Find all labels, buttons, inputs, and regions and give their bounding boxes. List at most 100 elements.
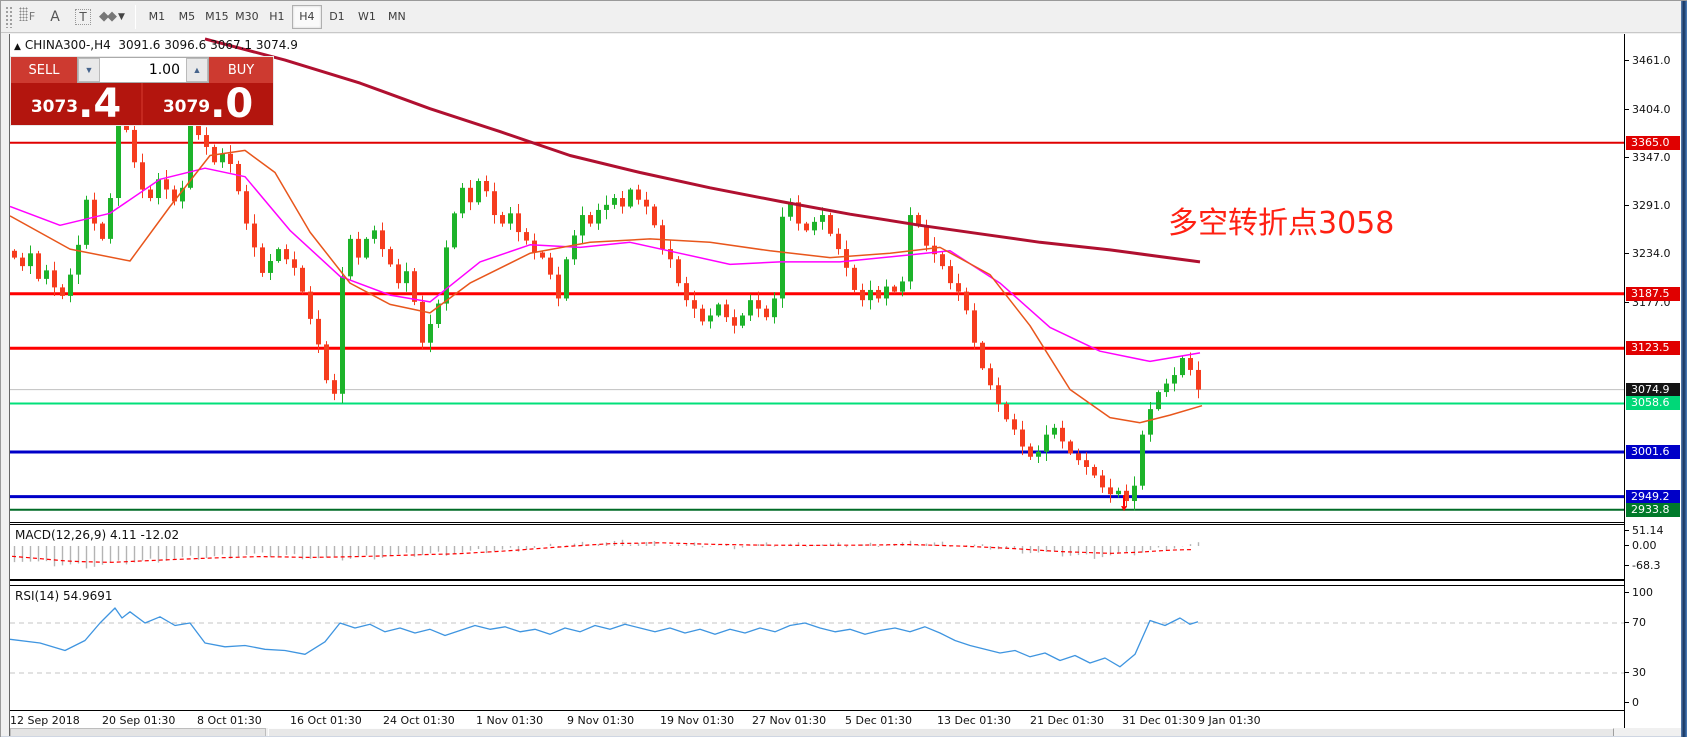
candle-body — [628, 189, 633, 207]
candle-body — [156, 179, 161, 199]
candle-body — [172, 189, 177, 202]
candle-body — [92, 199, 97, 224]
candle-body — [732, 317, 737, 326]
rsi-tick-30: 30 — [1625, 666, 1646, 679]
price-axis[interactable]: 3461.0 3404.0 3347.0 3291.0 3234.0 3177.0 3365… — [1624, 34, 1682, 728]
candle-body — [220, 153, 225, 163]
candle-body — [692, 300, 697, 309]
candle-body — [676, 259, 681, 284]
date-label: 5 Dec 01:30 — [845, 714, 912, 727]
macd-signal-line — [11, 542, 1193, 563]
timeframe-button-m30[interactable]: M30 — [235, 10, 259, 23]
candle-body — [772, 298, 777, 318]
price-badge-3058.6: 3058.6 — [1626, 396, 1680, 411]
candle-body — [1140, 434, 1145, 486]
buy-price-display[interactable]: 3079 .0 — [143, 83, 273, 125]
scrollbar-thumb[interactable] — [268, 728, 1614, 737]
objects-button[interactable]: ◆◆ ▼ — [98, 5, 126, 29]
chart-header: ▲ CHINA300-,H4 3091.6 3096.6 3067.1 3074.… — [14, 38, 298, 52]
candle-body — [324, 344, 329, 381]
date-label: 16 Oct 01:30 — [290, 714, 362, 727]
price-badge-3365.0: 3365.0 — [1626, 135, 1680, 150]
timeframe-button-m1[interactable]: M1 — [148, 10, 166, 23]
candle-body — [492, 191, 497, 216]
candle-body — [244, 191, 249, 224]
candle-body — [116, 106, 121, 199]
candle-body — [556, 274, 561, 299]
follow-grid-icon: F — [18, 7, 35, 23]
timeframe-button-h1[interactable]: H1 — [269, 10, 285, 23]
candle-body — [972, 310, 977, 343]
rsi-tick-0: 0 — [1625, 696, 1639, 709]
rsi-indicator-panel[interactable] — [10, 586, 1624, 710]
candle-body — [468, 187, 473, 203]
macd-indicator-panel[interactable] — [10, 525, 1624, 579]
candle-body — [52, 270, 57, 288]
timeframe-button-w1[interactable]: W1 — [357, 10, 376, 23]
candle-body — [412, 271, 417, 302]
volume-increase-button[interactable]: ▲ — [186, 58, 208, 82]
candle-body — [1036, 451, 1041, 457]
candle-body — [372, 230, 377, 239]
candle-body — [452, 213, 457, 248]
candle-body — [1172, 375, 1177, 384]
collapse-arrow-icon[interactable]: ▲ — [14, 42, 21, 52]
buy-price-frac: .0 — [210, 81, 254, 127]
timeframe-button-m15[interactable]: M15 — [205, 10, 229, 23]
toolbar-grip[interactable] — [5, 5, 13, 28]
panel-splitter[interactable] — [10, 522, 1682, 525]
ma-slow-crimson — [204, 37, 1201, 264]
candle-body — [204, 135, 209, 147]
sell-price-frac: .4 — [78, 81, 122, 127]
candle-body — [1132, 485, 1137, 502]
text-box-button[interactable]: T — [70, 5, 96, 29]
follow-grid-button[interactable]: F — [14, 5, 40, 29]
main-price-chart[interactable] — [10, 34, 1624, 522]
candle-body — [660, 225, 665, 250]
candle-body — [260, 247, 265, 273]
time-axis[interactable]: 12 Sep 2018 20 Sep 01:30 8 Oct 01:30 16 Oct… — [10, 710, 1682, 728]
price-badge-3074.9: 3074.9 — [1626, 382, 1680, 397]
panel-splitter[interactable] — [10, 579, 1682, 586]
rsi-label: RSI(14) 54.9691 — [15, 589, 113, 603]
candle-body — [396, 264, 401, 284]
date-label: 9 Jan 01:30 — [1198, 714, 1261, 727]
candle-body — [764, 308, 769, 318]
buy-button[interactable]: BUY — [209, 57, 273, 83]
candle-body — [916, 215, 921, 226]
date-label: 21 Dec 01:30 — [1030, 714, 1104, 727]
timeframe-button-mn[interactable]: MN — [388, 10, 406, 23]
text-label-button[interactable]: A — [42, 5, 68, 29]
sell-button[interactable]: SELL — [11, 57, 77, 83]
volume-decrease-button[interactable]: ▼ — [78, 58, 100, 82]
candle-body — [532, 240, 537, 253]
candle-body — [580, 215, 585, 236]
candle-body — [1052, 427, 1057, 435]
timeframe-button-h4[interactable]: H4 — [291, 4, 322, 29]
candle-body — [820, 215, 825, 222]
one-click-trading-panel: SELL ▼ ▲ BUY 3073 .4 3079 .0 — [10, 56, 274, 126]
timeframe-group: M1 M5 M15 M30 H1 H4 D1 W1 MN — [142, 4, 412, 29]
sell-price-display[interactable]: 3073 .4 — [11, 83, 141, 125]
candle-body — [340, 276, 345, 394]
candle-body — [516, 213, 521, 233]
candle-body — [548, 257, 553, 275]
candle-body — [500, 215, 505, 224]
price-badge-3187.5: 3187.5 — [1626, 286, 1680, 301]
date-label: 12 Sep 2018 — [10, 714, 80, 727]
volume-input[interactable] — [100, 58, 186, 82]
date-label: 27 Nov 01:30 — [752, 714, 827, 727]
candle-body — [1068, 441, 1073, 454]
candle-body — [1084, 460, 1089, 467]
timeframe-button-d1[interactable]: D1 — [329, 10, 345, 23]
timeframe-button-m5[interactable]: M5 — [178, 10, 196, 23]
candle-body — [684, 283, 689, 301]
candle-body — [884, 286, 889, 299]
candle-body — [444, 247, 449, 304]
candle-body — [132, 129, 137, 163]
candle-body — [956, 283, 961, 292]
candle-body — [44, 270, 49, 279]
candle-body — [228, 153, 233, 164]
volume-control: ▼ ▲ — [77, 57, 209, 83]
candle-body — [724, 304, 729, 318]
